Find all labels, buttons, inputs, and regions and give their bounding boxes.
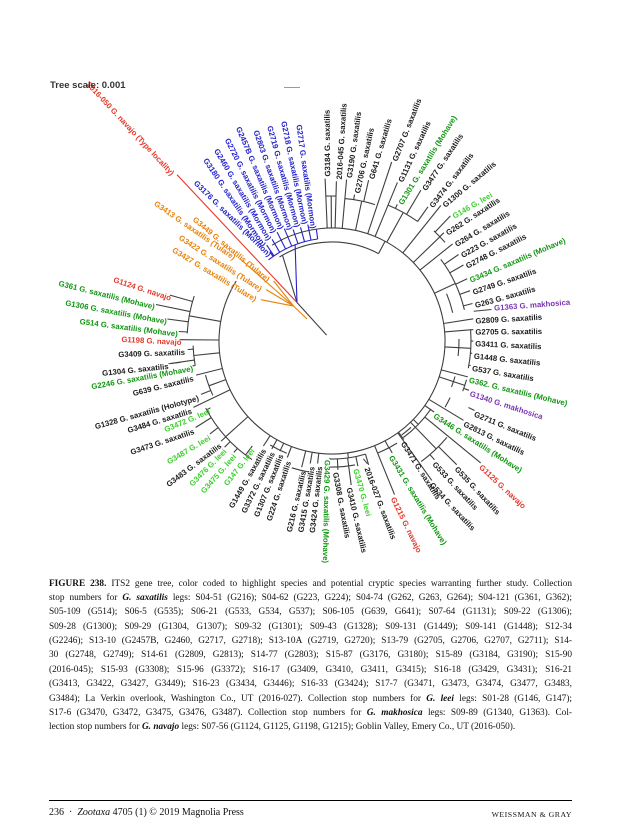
- svg-text:G3411 G. saxatilis: G3411 G. saxatilis: [475, 339, 542, 351]
- svg-text:G3184 G. saxatilis: G3184 G. saxatilis: [323, 109, 333, 176]
- svg-text:G2705 G. saxatilis: G2705 G. saxatilis: [475, 327, 542, 337]
- svg-text:2016-050 G. navajo (Type local: 2016-050 G. navajo (Type locality): [85, 80, 177, 177]
- svg-text:G3409 G. saxatilis: G3409 G. saxatilis: [118, 348, 186, 359]
- svg-text:G2809 G. saxatilis: G2809 G. saxatilis: [475, 313, 543, 326]
